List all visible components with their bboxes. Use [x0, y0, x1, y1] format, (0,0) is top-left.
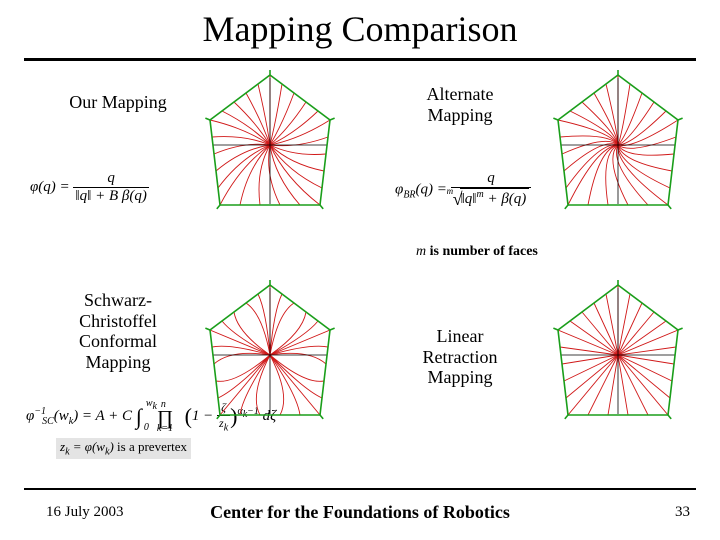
label-line1: Alternate	[427, 84, 494, 104]
root-index: m	[447, 186, 454, 196]
note-m-faces: m is number of faces	[416, 244, 538, 260]
note-rest: is number of faces	[426, 244, 538, 259]
figure-our-mapping	[200, 70, 340, 210]
formula-our-mapping: φ(q) = q ‖q‖ + B β(q)	[30, 170, 149, 205]
frac-num: q	[487, 170, 495, 186]
footer-center: Center for the Foundations of Robotics	[0, 502, 720, 523]
prod-hi: n	[161, 399, 166, 410]
footer-page-number: 33	[675, 504, 690, 521]
sc-lhs3: ) = A + C	[73, 408, 132, 424]
radicand-sup: m	[476, 189, 483, 200]
page-title: Mapping Comparison	[0, 8, 720, 50]
sc-product: ∏nk=1	[157, 407, 173, 430]
formula-fraction: q ‖q‖ + B β(q)	[73, 170, 148, 205]
figure-sc-mapping	[200, 280, 340, 420]
label-alternate-mapping: Alternate Mapping	[380, 84, 540, 125]
frac-num: q	[107, 170, 115, 186]
root: m √‖q‖m + β(q)	[453, 188, 530, 210]
label-line4: Mapping	[86, 352, 151, 372]
radicand-tail: + β(q)	[484, 191, 527, 207]
label-line2: Christoffel	[79, 311, 157, 331]
label-line2: Retraction	[423, 347, 498, 367]
sc-lhs-sub: SC	[42, 416, 54, 427]
pv-note: is a prevertex	[114, 439, 187, 454]
label-line2: Mapping	[428, 105, 493, 125]
prod-lo: k=1	[157, 423, 173, 434]
formula-lhs2: (q) =	[416, 181, 447, 197]
formula-prevertex: zk = φ(wk) is a prevertex	[56, 438, 191, 459]
rule-bottom	[24, 488, 696, 490]
label-our-mapping: Our Mapping	[48, 92, 188, 113]
radicand-base: ‖q‖	[461, 191, 477, 207]
note-m-italic: m	[416, 244, 426, 259]
figure-lin-mapping	[548, 280, 688, 420]
formula-lhs: φ(q) =	[30, 179, 70, 195]
label-linear-retraction: Linear Retraction Mapping	[380, 326, 540, 388]
int-lo: 0	[144, 422, 149, 433]
formula-alt-mapping: φBR(q) = q m √‖q‖m + β(q)	[395, 170, 531, 210]
label-line1: Linear	[437, 326, 484, 346]
label-line3: Conformal	[79, 331, 157, 351]
rule-top	[24, 58, 696, 61]
sc-lhs2: (w	[54, 408, 69, 424]
slide: Mapping Comparison Our Mapping Alternate…	[0, 0, 720, 540]
sc-frac-den-sub: k	[224, 422, 228, 433]
formula-fraction: q m √‖q‖m + β(q)	[451, 170, 532, 210]
label-schwarz-christoffel: Schwarz- Christoffel Conformal Mapping	[48, 290, 188, 373]
pv-eq: = φ(w	[70, 439, 105, 454]
label-line3: Mapping	[428, 367, 493, 387]
sc-integral: ∫wk0	[136, 404, 142, 430]
formula-lhs-sub: BR	[403, 189, 415, 200]
label-text: Our Mapping	[69, 92, 167, 112]
figure-alt-mapping	[548, 70, 688, 210]
label-line1: Schwarz-	[84, 290, 152, 310]
frac-den: ‖q‖ + B β(q)	[75, 188, 146, 204]
